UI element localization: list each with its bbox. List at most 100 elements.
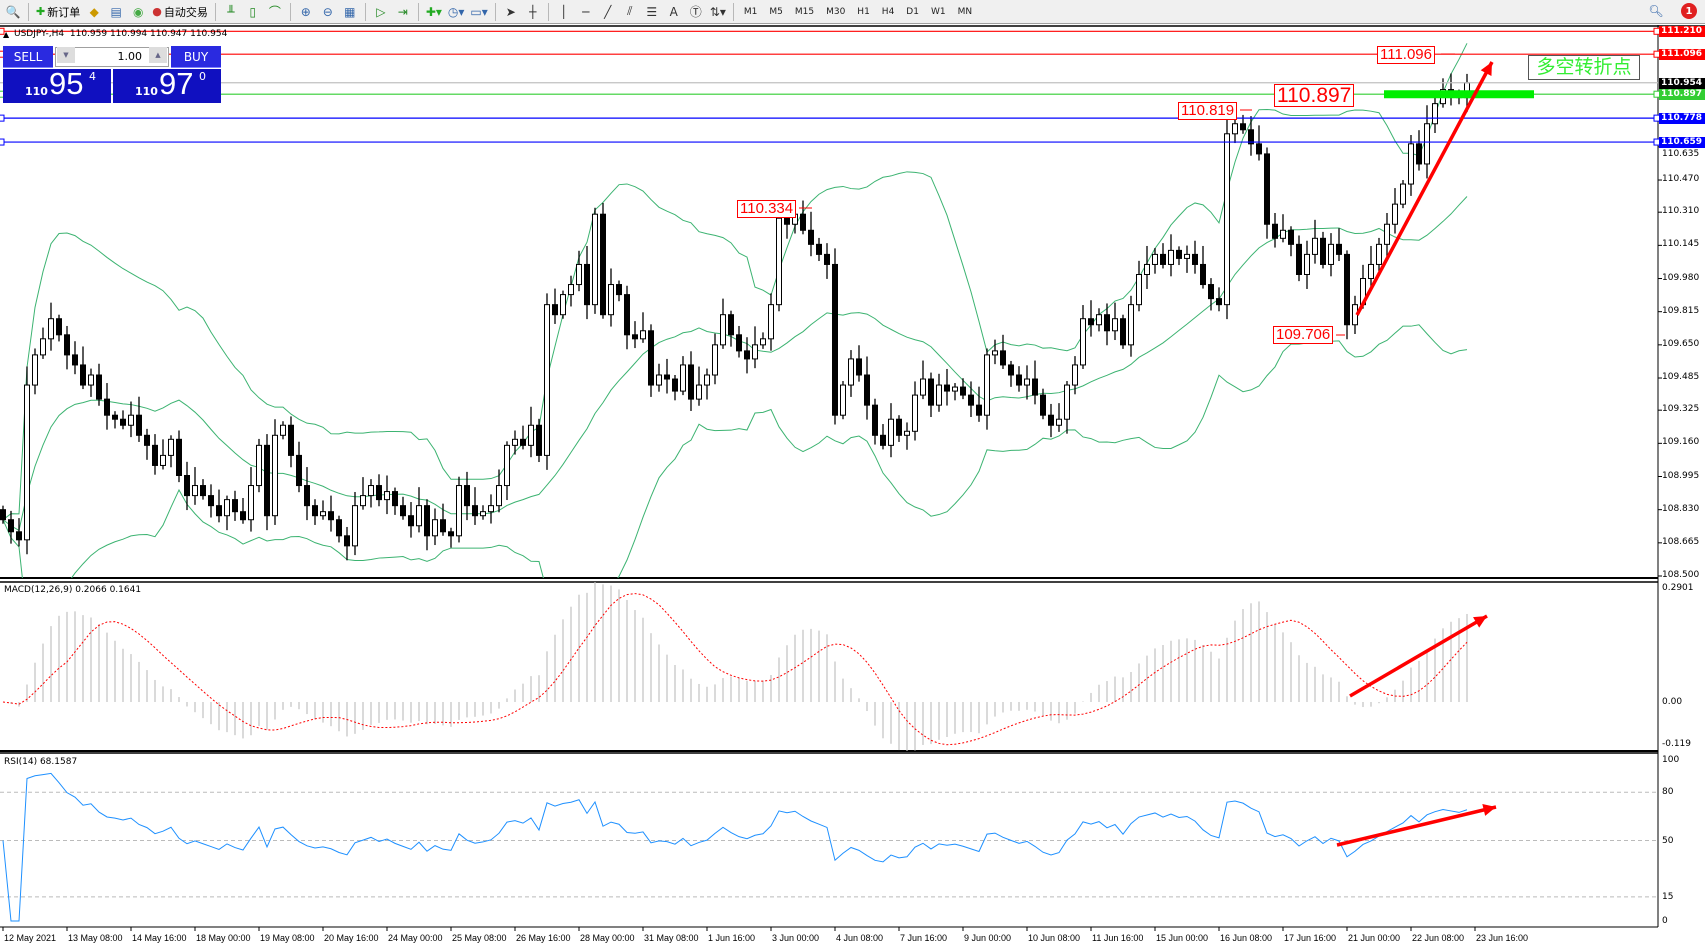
timeframe-m30[interactable]: M30 [826, 6, 846, 17]
lot-size-input[interactable]: 1.00 [55, 47, 169, 67]
time-axis-label: 26 May 16:00 [516, 933, 571, 943]
chart-header: USDJPY-,H4 110.959 110.994 110.947 110.9… [14, 29, 228, 39]
candle [656, 363, 662, 392]
notification-badge[interactable]: 1 [1681, 3, 1697, 19]
vertical-line-icon[interactable]: │ [560, 4, 568, 19]
line-chart-icon[interactable]: ⌒ [268, 5, 281, 19]
candle-body [1376, 243, 1382, 265]
price-label-111096[interactable]: 111.096 [1377, 46, 1435, 64]
candle-body [560, 294, 566, 316]
timeframe-m1[interactable]: M1 [743, 6, 758, 17]
timeframe-mn[interactable]: MN [957, 6, 973, 17]
candle-body [464, 485, 470, 507]
candlestick-icon[interactable]: ▯ [249, 4, 257, 19]
timeframe-d1[interactable]: D1 [906, 6, 919, 17]
trendline-icon[interactable]: ╱ [604, 4, 612, 19]
horizontal-line-icon[interactable]: ─ [582, 4, 590, 19]
candle-body [752, 344, 758, 360]
timeframe-h4[interactable]: H4 [881, 6, 895, 17]
candle-body [1408, 143, 1414, 185]
timeframe-h1[interactable]: H1 [857, 6, 870, 17]
candle-body [816, 243, 822, 255]
candle [728, 310, 734, 347]
candle-body [936, 384, 942, 406]
new-order-button[interactable]: ✚ 新订单 [33, 2, 83, 22]
candle-body [584, 263, 590, 306]
candle-body [200, 485, 206, 497]
buy-button[interactable]: BUY [171, 46, 221, 68]
time-axis-label: 21 Jun 00:00 [1348, 933, 1401, 943]
timeframe-w1[interactable]: W1 [930, 6, 946, 17]
price-label-110819[interactable]: 110.819 [1178, 102, 1238, 120]
candle [1008, 360, 1014, 387]
timeframe-m5[interactable]: M5 [769, 6, 783, 17]
candle [608, 268, 614, 327]
candle [64, 325, 70, 370]
candle [1256, 125, 1262, 161]
arrow-shaft [1336, 805, 1497, 847]
candle-body [952, 386, 958, 392]
lot-decrease-icon[interactable]: ▼ [57, 47, 75, 63]
candle-body [160, 454, 166, 466]
toolbar-divider [417, 2, 419, 21]
history-icon[interactable]: ▤ [110, 4, 122, 19]
buy-price[interactable]: 110 97 0 [113, 66, 221, 103]
candle [712, 333, 718, 385]
one-click-trading-panel: SELL 1.00 ▼ ▲ BUY 110 95 4 110 97 0 [3, 46, 221, 103]
price-axis-label: 110.145 [1662, 239, 1700, 250]
turning-point-annotation[interactable]: 多空转折点 [1528, 55, 1640, 80]
candle-body [992, 350, 998, 356]
bar-chart-icon[interactable]: ╨ [227, 4, 235, 19]
timeframe-m15[interactable]: M15 [794, 6, 815, 17]
crosshair-icon[interactable]: ┼ [529, 4, 537, 19]
arrows-icon[interactable]: ⇅▾ [709, 4, 726, 19]
text-tool-icon[interactable]: A [669, 4, 678, 19]
candle [816, 237, 822, 262]
sell-button[interactable]: SELL [3, 46, 53, 68]
auto-scroll-icon[interactable]: ▷ [376, 4, 386, 19]
text-label-icon[interactable]: Ⓣ [689, 5, 702, 19]
zoom-icon[interactable]: 🔍 [5, 4, 21, 19]
lot-increase-icon[interactable]: ▲ [149, 47, 167, 63]
fibonacci-icon[interactable]: ☰ [646, 4, 658, 19]
periods-clock-icon[interactable]: ◷▾ [447, 4, 465, 19]
gold-icon[interactable]: ◆ [89, 4, 99, 19]
zoom-in-icon[interactable]: ⊕ [300, 4, 311, 19]
tile-windows-icon[interactable]: ▦ [344, 4, 356, 19]
indicators-icon[interactable]: ✚▾ [425, 4, 442, 19]
sell-price[interactable]: 110 95 4 [3, 66, 111, 103]
zoom-out-icon[interactable]: ⊖ [322, 4, 333, 19]
macd-axis-label: 0.2901 [1662, 583, 1694, 593]
candle-body [184, 475, 190, 497]
candle [1160, 243, 1166, 269]
time-axis-label: 1 Jun 16:00 [708, 933, 756, 943]
signal-icon[interactable]: ◉ [132, 4, 144, 19]
candle-body [424, 505, 430, 537]
candle-body [1280, 229, 1286, 239]
candle [16, 518, 22, 547]
candle [624, 285, 630, 350]
candle [496, 469, 502, 513]
candle [1200, 245, 1206, 289]
price-label-110897[interactable]: 110.897 [1274, 84, 1355, 107]
candle-body [608, 284, 614, 316]
auto-trading-button[interactable]: ● 自动交易 [149, 2, 211, 22]
price-label-109706[interactable]: 109.706 [1273, 326, 1334, 344]
candle-body [232, 499, 238, 513]
templates-icon[interactable]: ▭▾ [470, 4, 488, 19]
candle-body [1240, 123, 1246, 131]
chart-shift-icon[interactable]: ⇥ [397, 4, 408, 19]
candle [968, 381, 974, 418]
candle-body [1416, 143, 1422, 165]
arrow-shaft [1355, 61, 1494, 316]
candle [96, 363, 102, 406]
price-label-110334[interactable]: 110.334 [737, 200, 797, 218]
cursor-icon[interactable]: ➤ [505, 4, 516, 19]
candle-body [8, 519, 14, 533]
candle-body [352, 505, 358, 547]
equidistant-channel-icon[interactable]: ⫽ [627, 4, 633, 18]
plus-icon: ✚ [36, 5, 46, 18]
search-icon[interactable]: 🔍︎ [1648, 4, 1664, 18]
macd-label: MACD(12,26,9) 0.2066 0.1641 [4, 585, 142, 595]
